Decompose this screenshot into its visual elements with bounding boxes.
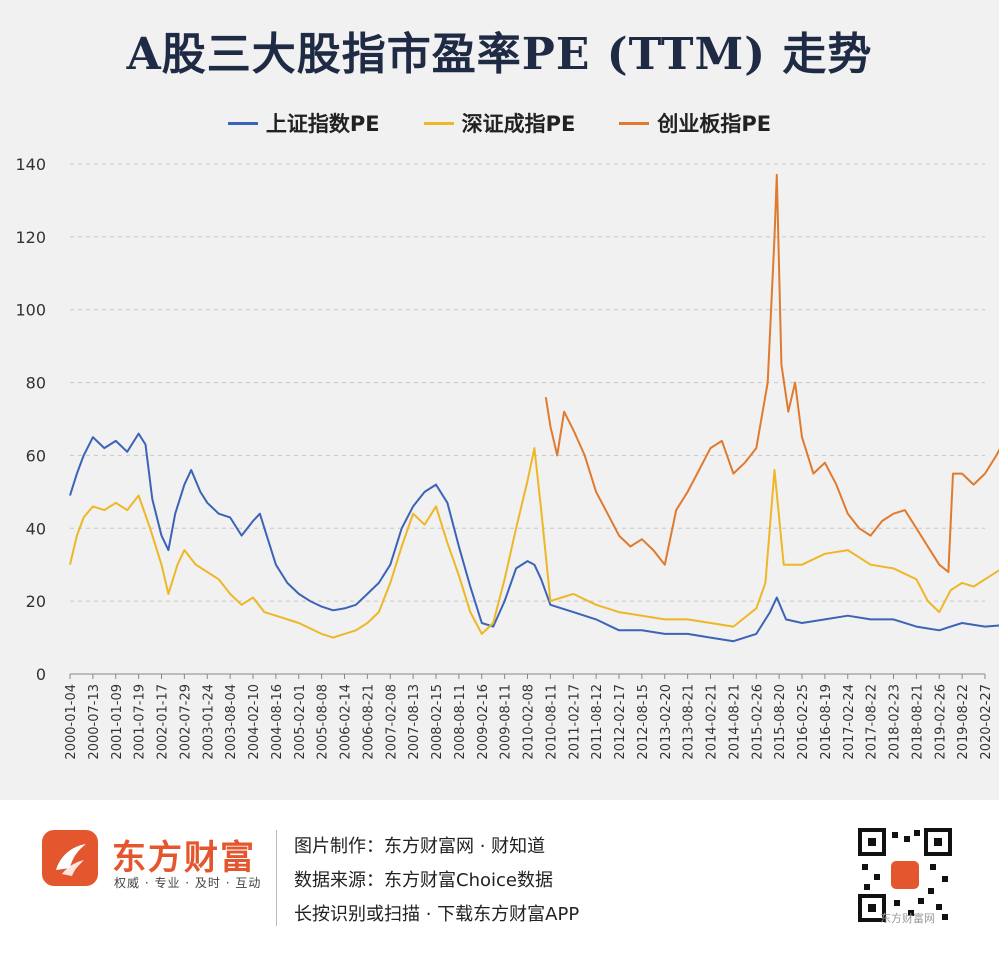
y-tick-label: 20 [26, 592, 46, 611]
x-tick-label: 2010-02-08 [522, 684, 537, 760]
legend-swatch [227, 121, 258, 125]
chart-plot: 0 20 40 60 80 100 120 140 2000-01-04 2000-07-13 2… [15, 155, 999, 760]
x-tick-label: 2008-02-15 [430, 684, 445, 760]
legend-label: 深证成指PE [461, 112, 576, 136]
x-tick-label: 2005-08-08 [316, 684, 331, 760]
y-tick-label: 120 [15, 228, 46, 247]
brand-logo-icon [42, 830, 98, 886]
x-tick-label: 2014-08-21 [727, 684, 742, 760]
legend-item-0: 上证指数PE [227, 108, 380, 138]
chart-title: A股三大股指市盈率PE (TTM) 走势 [126, 29, 873, 80]
x-tick-label: 2017-08-22 [865, 684, 880, 760]
y-tick-label: 60 [26, 446, 46, 465]
brand-name: 东方财富 [112, 838, 256, 878]
x-tick-label: 2007-08-13 [407, 684, 422, 760]
x-tick-label: 2001-01-09 [110, 684, 125, 760]
y-tick-label: 80 [26, 374, 46, 393]
footer-divider [276, 830, 277, 926]
x-tick-label: 2000-07-13 [87, 684, 102, 760]
brand-slogan: 权威 · 专业 · 及时 · 互动 [114, 876, 262, 890]
x-tick-label: 2006-02-14 [339, 684, 354, 760]
x-tick-label: 2005-02-01 [293, 684, 308, 760]
y-tick-label: 0 [36, 665, 46, 684]
y-tick-label: 100 [15, 301, 46, 320]
credit-line: 图片制作：东方财富网 · 财知道 [294, 836, 546, 857]
x-tick-label: 2011-02-17 [567, 684, 582, 760]
x-tick-label: 2015-08-20 [773, 684, 788, 760]
x-tick-label: 2014-02-21 [705, 684, 720, 760]
x-tick-label: 2004-08-16 [270, 684, 285, 760]
x-tick-label: 2016-08-19 [819, 684, 834, 760]
legend-item-2: 创业板指PE [619, 108, 771, 138]
watermark: 东方财富网 [880, 912, 935, 925]
x-tick-label: 2020-02-27 [979, 684, 994, 760]
x-tick-label: 2011-08-12 [590, 684, 605, 760]
series-line-1 [69, 447, 999, 639]
legend-item-1: 深证成指PE [423, 108, 576, 138]
chart-area: 0 20 40 60 80 100 120 140 2000-01-04 2000-07-13 2… [0, 29, 999, 760]
y-tick-label: 40 [26, 519, 46, 538]
x-tick-label: 2006-08-21 [361, 684, 376, 760]
legend-swatch [423, 121, 454, 125]
x-tick-label: 2003-01-24 [201, 684, 216, 760]
legend-swatch [619, 121, 650, 125]
series-line-0 [69, 432, 999, 643]
x-tick-label: 2013-02-20 [659, 684, 674, 760]
x-tick-label: 2003-08-04 [224, 684, 239, 760]
x-tick-label: 2009-08-11 [499, 684, 514, 760]
x-tick-label: 2009-02-16 [476, 684, 491, 760]
x-tick-label: 2018-02-23 [888, 684, 903, 760]
x-tick-label: 2000-01-04 [64, 684, 79, 760]
x-tick-label: 2016-02-25 [796, 684, 811, 760]
download-line: 长按识别或扫描 · 下载东方财富APP [294, 904, 580, 925]
x-tick-label: 2018-08-21 [910, 684, 925, 760]
x-tick-label: 2010-08-11 [544, 684, 559, 760]
footer: 东方财富 权威 · 专业 · 及时 · 互动 图片制作：东方财富网 · 财知道 … [0, 800, 999, 954]
x-tick-label: 2017-02-24 [842, 684, 857, 760]
x-tick-label: 2001-07-19 [133, 684, 148, 760]
chart-legend: 上证指数PE 深证成指PE 创业板指PE [0, 108, 999, 138]
x-tick-label: 2019-02-26 [933, 684, 948, 760]
x-tick-label: 2012-08-15 [636, 684, 651, 760]
legend-label: 上证指数PE [265, 112, 380, 136]
x-tick-label: 2012-02-17 [613, 684, 628, 760]
x-tick-label: 2007-02-08 [384, 684, 399, 760]
source-line: 数据来源：东方财富Choice数据 [294, 870, 553, 891]
x-tick-label: 2008-08-11 [453, 684, 468, 760]
x-tick-label: 2015-02-26 [750, 684, 765, 760]
qr-code-icon[interactable] [858, 828, 952, 922]
x-tick-label: 2013-08-21 [682, 684, 697, 760]
x-tick-label: 2019-08-22 [956, 684, 971, 760]
series-line-2 [544, 173, 999, 573]
x-tick-label: 2002-07-29 [178, 684, 193, 760]
y-tick-label: 140 [15, 155, 46, 174]
x-tick-label: 2002-01-17 [156, 684, 171, 760]
x-tick-label: 2004-02-10 [247, 684, 262, 760]
legend-label: 创业板指PE [657, 112, 772, 136]
